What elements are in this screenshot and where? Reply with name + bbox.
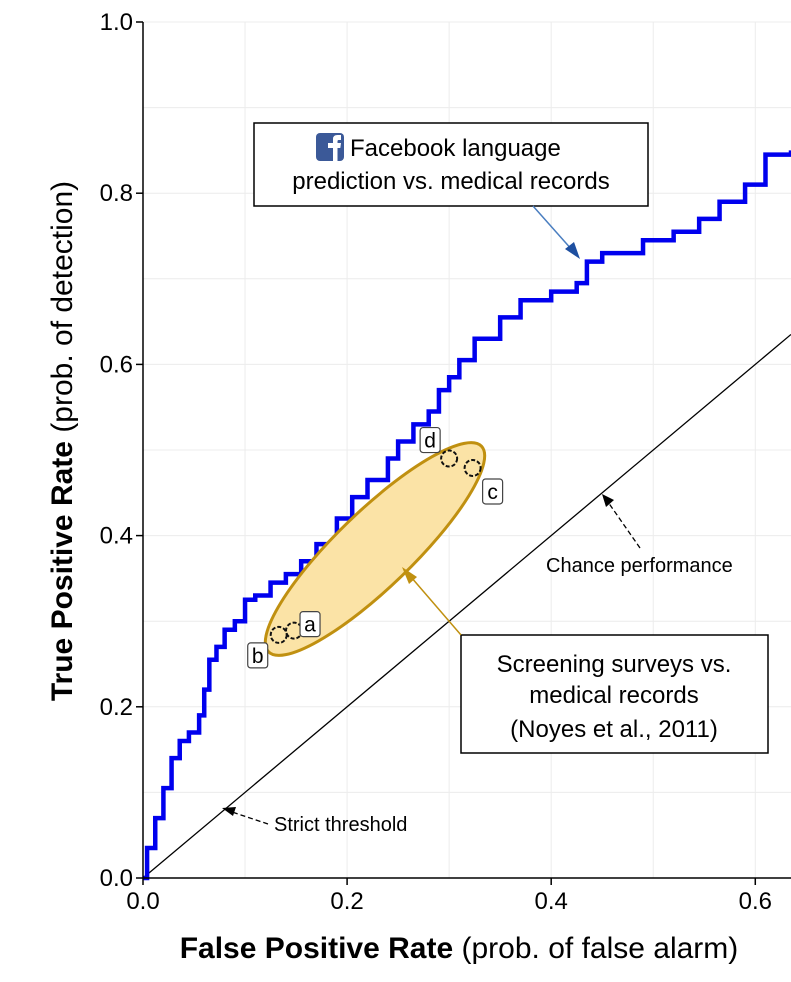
facebook-arrow (532, 205, 580, 259)
chance-performance-line (142, 333, 791, 879)
facebook-annotation: Facebook language prediction vs. medical… (253, 122, 649, 207)
chance-performance-label: Chance performance (546, 555, 733, 577)
facebook-annotation-line1: Facebook language (350, 135, 561, 162)
screening-annotation: Screening surveys vs. medical records (N… (460, 634, 769, 754)
survey-point-label-box (419, 426, 441, 454)
survey-point-c (463, 458, 482, 477)
y-tick-label: 0.0 (100, 865, 133, 892)
survey-points: a b c d (247, 426, 504, 669)
y-axis-title-rest: (prob. of detection) (46, 181, 79, 441)
strict-threshold-label: Strict threshold (274, 814, 407, 836)
chance-annotation: Chance performance (546, 494, 733, 577)
y-tick-label: 1.0 (100, 9, 133, 36)
survey-point-label: b (252, 645, 264, 668)
screening-annotation-line1: Screening surveys vs. (497, 651, 732, 678)
survey-point-d (440, 449, 459, 468)
facebook-roc-line (143, 150, 791, 881)
y-axis-title-bold: True Positive Rate (46, 441, 79, 701)
x-tick-label: 0.2 (330, 888, 363, 915)
ticks: 0.0 0.2 0.4 0.6 0.8 1.0 0.0 0.2 0.4 0.6 (100, 9, 772, 915)
y-tick-label: 0.6 (100, 351, 133, 378)
x-tick-label: 0.6 (739, 888, 772, 915)
x-axis-title-bold: False Positive Rate (180, 932, 453, 965)
screening-arrow (402, 567, 462, 636)
survey-point-label: c (487, 481, 498, 504)
strict-annotation: Strict threshold (222, 807, 407, 836)
y-tick-label: 0.8 (100, 180, 133, 207)
survey-point-label-box (299, 611, 321, 638)
x-tick-label: 0.0 (126, 888, 159, 915)
screening-annotation-line3: (Noyes et al., 2011) (510, 716, 718, 743)
x-tick-label: 0.4 (535, 888, 568, 915)
survey-point-label: a (304, 614, 316, 637)
x-axis-title-rest: (prob. of false alarm) (453, 932, 738, 965)
x-axis-title: False Positive Rate (prob. of false alar… (180, 932, 739, 965)
survey-point-label-box (247, 642, 269, 669)
survey-region-ellipse (263, 441, 487, 657)
screening-annotation-line2: medical records (529, 682, 698, 709)
facebook-annotation-line2: prediction vs. medical records (292, 168, 609, 195)
survey-point-label-box (482, 478, 504, 505)
facebook-icon (316, 133, 344, 161)
y-axis-title: True Positive Rate (prob. of detection) (46, 181, 79, 701)
survey-point-label: d (424, 430, 436, 453)
survey-point-b (269, 625, 288, 644)
y-tick-label: 0.4 (100, 523, 133, 550)
y-tick-label: 0.2 (100, 694, 133, 721)
